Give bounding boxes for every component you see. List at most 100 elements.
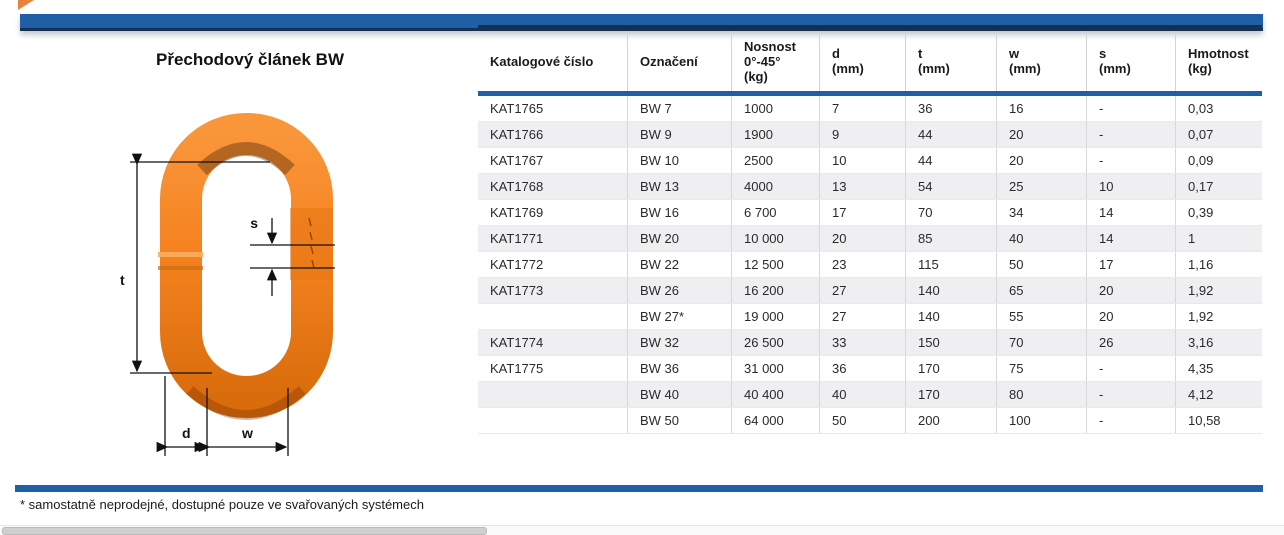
cell-d: 36: [819, 356, 905, 381]
dimension-s: [250, 218, 335, 296]
cell-nosnost: 4000: [731, 174, 819, 199]
table-row: KAT1773 BW 26 16 200 27 140 65 20 1,92: [478, 278, 1262, 304]
cell-s: -: [1086, 148, 1175, 173]
specification-table: Katalogové číslo Označení Nosnost 0°-45° (…: [478, 25, 1262, 434]
cell-t: 85: [905, 226, 996, 251]
cell-nosnost: 26 500: [731, 330, 819, 355]
cell-oznaceni: BW 40: [627, 382, 731, 407]
cell-w: 55: [996, 304, 1086, 329]
cell-katalog: KAT1767: [490, 153, 544, 168]
cell-hmotnost: 0,09: [1175, 148, 1262, 173]
cell-katalog: KAT1773: [490, 283, 544, 298]
cell-oznaceni: BW 9: [627, 122, 731, 147]
cell-s: 20: [1086, 278, 1175, 303]
cell-nosnost: 16 200: [731, 278, 819, 303]
cell-t: 54: [905, 174, 996, 199]
weld-band: [158, 252, 203, 257]
cell-hmotnost: 3,16: [1175, 330, 1262, 355]
cell-katalog: KAT1775: [490, 361, 544, 376]
column-header-w: w (mm): [996, 31, 1086, 91]
cell-w: 20: [996, 122, 1086, 147]
cell-s: -: [1086, 122, 1175, 147]
table-row: KAT1767 BW 10 2500 10 44 20-0,09: [478, 148, 1262, 174]
page-title: Přechodový článek BW: [155, 50, 344, 69]
cell-d: 17: [819, 200, 905, 225]
cell-oznaceni: BW 32: [627, 330, 731, 355]
cell-oznaceni: BW 22: [627, 252, 731, 277]
cell-s: -: [1086, 356, 1175, 381]
cell-hmotnost: 1: [1175, 226, 1262, 251]
cell-t: 200: [905, 408, 996, 433]
table-row: KAT1774 BW 32 26 500 33 150 70 26 3,16: [478, 330, 1262, 356]
column-header-s: s (mm): [1086, 31, 1175, 91]
cell-t: 36: [905, 96, 996, 121]
cell-d: 9: [819, 122, 905, 147]
column-header-hmotnost: Hmotnost (kg): [1175, 31, 1262, 91]
cell-d: 10: [819, 148, 905, 173]
cell-katalog: KAT1765: [490, 101, 544, 116]
cell-w: 20: [996, 148, 1086, 173]
cell-s: 17: [1086, 252, 1175, 277]
table-row: BW 27* 19 000 27 140 55 20 1,92: [478, 304, 1262, 330]
cell-w: 34: [996, 200, 1086, 225]
cell-hmotnost: 1,92: [1175, 304, 1262, 329]
cell-s: 10: [1086, 174, 1175, 199]
cell-nosnost: 10 000: [731, 226, 819, 251]
cell-s: 26: [1086, 330, 1175, 355]
cell-hmotnost: 1,16: [1175, 252, 1262, 277]
table-row: KAT1768 BW 13 4000 13 54 25 10 0,17: [478, 174, 1262, 200]
cell-w: 75: [996, 356, 1086, 381]
cell-w: 80: [996, 382, 1086, 407]
cell-hmotnost: 4,12: [1175, 382, 1262, 407]
column-header-t: t (mm): [905, 31, 996, 91]
cell-hmotnost: 10,58: [1175, 408, 1262, 433]
column-header-oznaceni: Označení: [627, 31, 731, 91]
cell-oznaceni: BW 7: [627, 96, 731, 121]
dimension-d-label: d: [182, 425, 191, 441]
master-link-ring: [158, 113, 333, 420]
cell-w: 25: [996, 174, 1086, 199]
table-top-line: [478, 25, 1262, 31]
cell-hmotnost: 0,17: [1175, 174, 1262, 199]
table-body: KAT1765 BW 7 1000 7 36 16-0,03 KAT1766 BW 9 1900…: [478, 96, 1262, 434]
column-header-d: d (mm): [819, 31, 905, 91]
footer-divider-bar: [15, 485, 1263, 492]
cell-katalog: KAT1769: [490, 205, 544, 220]
cell-d: 27: [819, 304, 905, 329]
cell-t: 170: [905, 356, 996, 381]
cell-oznaceni: BW 27*: [627, 304, 731, 329]
cell-d: 7: [819, 96, 905, 121]
cell-hmotnost: 0,39: [1175, 200, 1262, 225]
cell-s: -: [1086, 408, 1175, 433]
cell-oznaceni: BW 26: [627, 278, 731, 303]
cell-katalog: KAT1772: [490, 257, 544, 272]
table-row: KAT1772 BW 22 12 500 23 115 50 17 1,16: [478, 252, 1262, 278]
cell-w: 16: [996, 96, 1086, 121]
dimension-s-label: s: [250, 215, 258, 231]
cell-t: 150: [905, 330, 996, 355]
cell-nosnost: 31 000: [731, 356, 819, 381]
footnote-text: * samostatně neprodejné, dostupné pouze …: [20, 497, 424, 512]
table-row: KAT1771 BW 20 10 000 20 85 40 14 1: [478, 226, 1262, 252]
dimension-d-w: [156, 376, 289, 456]
table-row: KAT1775 BW 36 31 000 36 170 75-4,35: [478, 356, 1262, 382]
cell-d: 13: [819, 174, 905, 199]
dimension-w-label: w: [241, 425, 253, 441]
cell-katalog: KAT1774: [490, 335, 544, 350]
cell-t: 44: [905, 148, 996, 173]
table-row: KAT1765 BW 7 1000 7 36 16-0,03: [478, 96, 1262, 122]
table-row: BW 40 40 400 40 170 80-4,12: [478, 382, 1262, 408]
header-divider-bar: [478, 91, 1262, 96]
cell-s: 14: [1086, 200, 1175, 225]
column-header-nosnost: Nosnost 0°-45° (kg): [731, 31, 819, 91]
cell-nosnost: 1000: [731, 96, 819, 121]
cell-hmotnost: 1,92: [1175, 278, 1262, 303]
cell-d: 20: [819, 226, 905, 251]
cell-nosnost: 6 700: [731, 200, 819, 225]
cell-d: 40: [819, 382, 905, 407]
table-header-row: Katalogové číslo Označení Nosnost 0°-45° (…: [478, 31, 1262, 91]
table-row: KAT1766 BW 9 1900 9 44 20-0,07: [478, 122, 1262, 148]
cell-katalog: [478, 304, 627, 329]
cell-oznaceni: BW 36: [627, 356, 731, 381]
product-illustration: t s d w: [120, 113, 335, 456]
